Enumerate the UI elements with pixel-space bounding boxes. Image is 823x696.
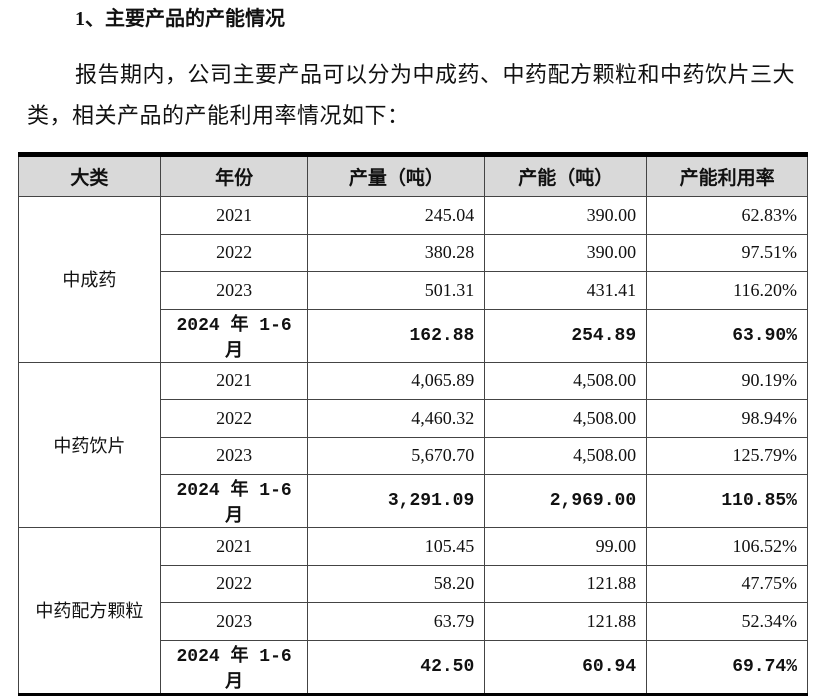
page: 1、主要产品的产能情况 报告期内，公司主要产品可以分为中成药、中药配方颗粒和中药… [18, 8, 808, 696]
table-row: 中药配方颗粒 2021 105.45 99.00 106.52% [18, 527, 808, 695]
table-row: 2022 58.20 121.88 47.75% [19, 564, 808, 603]
value-cell: 162.88 [307, 308, 486, 363]
value-cell: 99.00 [484, 527, 648, 566]
value-cell: 5,670.70 [307, 436, 486, 475]
value-cell: 98.94% [646, 399, 808, 438]
header-cell: 大类 [18, 154, 161, 197]
value-cell: 106.52% [646, 527, 808, 566]
value-cell: 390.00 [484, 196, 648, 235]
value-cell: 390.00 [484, 233, 648, 272]
value-cell: 501.31 [307, 271, 486, 310]
value-cell: 254.89 [484, 308, 648, 363]
period-cell: 2023 [159, 271, 309, 310]
header-row: 大类 年份 产量（吨） 产能（吨） 产能利用率 [18, 154, 808, 197]
table-body: 中成药 2021 245.04 390.00 62.83% 2022 380.28 390.0… [18, 196, 808, 695]
period-cell: 2023 [159, 602, 309, 641]
period-cell: 2022 [159, 233, 309, 272]
period-cell: 2021 [159, 527, 309, 566]
section-heading: 1、主要产品的产能情况 [75, 8, 285, 30]
period-cell: 2024 年 1-6 月 [159, 639, 309, 695]
table-row: 中成药 2021 245.04 390.00 62.83% [18, 196, 808, 363]
table-row: 2024 年 1-6 月 3,291.09 2,969.00 110.85% [19, 474, 808, 528]
value-cell: 62.83% [646, 196, 808, 235]
value-cell: 4,508.00 [484, 399, 648, 438]
table-row: 2024 年 1-6 月 162.88 254.89 63.90% [19, 308, 808, 363]
period-cell: 2024 年 1-6 月 [159, 474, 309, 528]
value-cell: 63.90% [646, 308, 808, 363]
value-cell: 4,508.00 [484, 361, 648, 400]
value-cell: 105.45 [307, 527, 486, 566]
value-cell: 69.74% [646, 639, 808, 695]
period-cell: 2024 年 1-6 月 [159, 308, 309, 363]
value-cell: 245.04 [307, 196, 486, 235]
value-cell: 60.94 [484, 639, 648, 695]
value-cell: 116.20% [646, 271, 808, 310]
value-cell: 431.41 [484, 271, 648, 310]
header-cell: 年份 [159, 154, 309, 197]
period-cell: 2022 [159, 399, 309, 438]
value-cell: 47.75% [646, 564, 808, 603]
value-cell: 4,460.32 [307, 399, 486, 438]
value-cell: 58.20 [307, 564, 486, 603]
value-cell: 42.50 [307, 639, 486, 695]
value-cell: 97.51% [646, 233, 808, 272]
value-cell: 4,065.89 [307, 361, 486, 400]
header-cell: 产能（吨） [484, 154, 648, 197]
paragraph: 报告期内，公司主要产品可以分为中成药、中药配方颗粒和中药饮片三大类，相关产品的产… [27, 62, 796, 128]
value-cell: 121.88 [484, 602, 648, 641]
header-cell: 产量（吨） [307, 154, 486, 197]
period-cell: 2022 [159, 564, 309, 603]
table-row: 2023 63.79 121.88 52.34% [19, 602, 808, 641]
value-cell: 4,508.00 [484, 436, 648, 475]
category-cell: 中药饮片 [18, 361, 161, 528]
value-cell: 121.88 [484, 564, 648, 603]
table-row: 2022 380.28 390.00 97.51% [19, 233, 808, 272]
table-row: 2023 5,670.70 4,508.00 125.79% [19, 436, 808, 475]
capacity-table: 大类 年份 产量（吨） 产能（吨） 产能利用率 中成药 2021 245.04 390.00 6… [18, 152, 808, 696]
value-cell: 90.19% [646, 361, 808, 400]
category-cell: 中药配方颗粒 [18, 527, 161, 695]
header-cell: 产能利用率 [646, 154, 808, 197]
table-row: 2023 501.31 431.41 116.20% [19, 271, 808, 310]
value-cell: 63.79 [307, 602, 486, 641]
period-cell: 2023 [159, 436, 309, 475]
value-cell: 125.79% [646, 436, 808, 475]
period-cell: 2021 [159, 196, 309, 235]
period-cell: 2021 [159, 361, 309, 400]
category-cell: 中成药 [18, 196, 161, 363]
value-cell: 3,291.09 [307, 474, 486, 528]
value-cell: 52.34% [646, 602, 808, 641]
value-cell: 380.28 [307, 233, 486, 272]
value-cell: 110.85% [646, 474, 808, 528]
table-row: 中药饮片 2021 4,065.89 4,508.00 90.19% [18, 361, 808, 528]
value-cell: 2,969.00 [484, 474, 648, 528]
